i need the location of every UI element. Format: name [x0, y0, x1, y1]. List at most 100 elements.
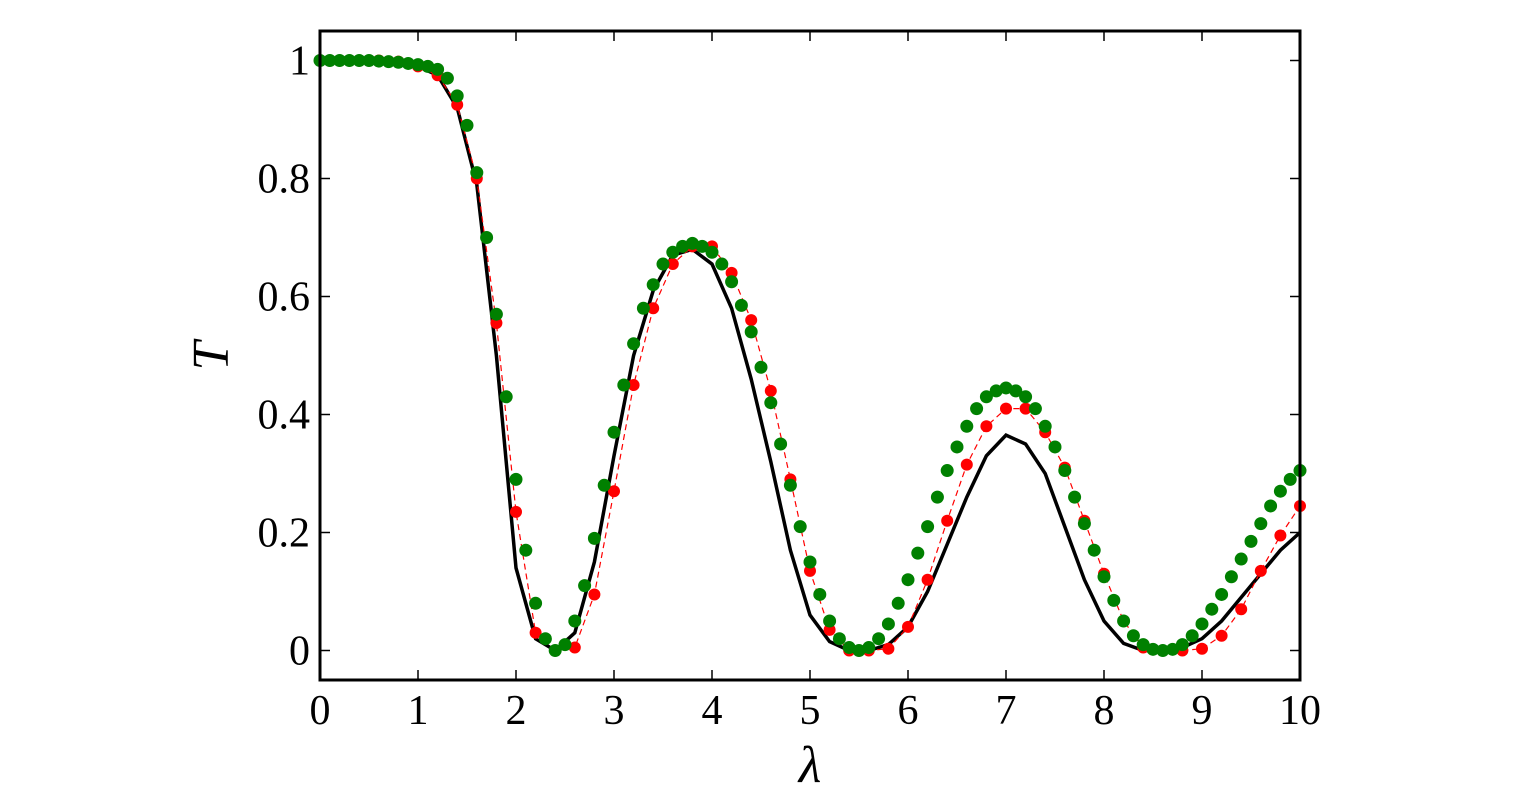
- data-point: [911, 546, 925, 560]
- y-tick-label: 0.4: [258, 393, 311, 439]
- data-point: [548, 644, 562, 657]
- data-point: [391, 55, 405, 69]
- data-point: [1166, 642, 1180, 656]
- x-axis-label: λ: [797, 737, 822, 790]
- data-point: [1058, 464, 1072, 478]
- y-tick-label: 0.6: [258, 275, 311, 321]
- x-tick-label: 5: [800, 688, 821, 734]
- data-point: [627, 379, 640, 391]
- data-point: [529, 626, 542, 639]
- data-point: [764, 396, 778, 410]
- data-point: [1195, 617, 1209, 631]
- data-point: [715, 257, 729, 271]
- data-point: [774, 437, 788, 451]
- data-point: [980, 420, 993, 433]
- data-point: [1117, 614, 1131, 628]
- data-point: [666, 245, 680, 259]
- data-point: [1019, 390, 1033, 404]
- data-point: [970, 402, 984, 416]
- data-point: [882, 642, 895, 655]
- data-point: [1000, 402, 1012, 415]
- x-tick-label: 3: [604, 688, 625, 734]
- x-tick-label: 0: [310, 688, 331, 734]
- data-point: [1215, 587, 1229, 601]
- data-point: [695, 239, 709, 253]
- x-tick-label: 6: [898, 688, 919, 734]
- data-point: [372, 54, 386, 68]
- x-tick-label: 4: [702, 688, 723, 734]
- data-point: [1264, 499, 1278, 513]
- data-point: [411, 58, 425, 72]
- data-point: [480, 231, 494, 244]
- x-tick-label: 1: [408, 688, 429, 734]
- data-point: [744, 325, 758, 339]
- data-point: [460, 118, 474, 132]
- data-point: [823, 623, 836, 636]
- data-point: [901, 573, 915, 587]
- data-point: [1068, 490, 1082, 504]
- data-point: [588, 588, 601, 601]
- data-point: [1156, 644, 1170, 657]
- data-point: [333, 54, 347, 67]
- data-point: [519, 543, 533, 557]
- data-point: [1136, 638, 1150, 652]
- data-point: [793, 520, 807, 534]
- data-point: [450, 89, 464, 103]
- data-point: [1274, 529, 1287, 542]
- data-point: [1185, 629, 1199, 643]
- data-point: [323, 54, 337, 67]
- x-tick-label: 2: [506, 688, 527, 734]
- data-point: [1077, 517, 1091, 531]
- data-point: [930, 490, 944, 504]
- data-point: [891, 596, 905, 610]
- data-point: [1175, 638, 1189, 652]
- data-point: [1235, 603, 1248, 616]
- data-point: [578, 579, 592, 593]
- data-point: [960, 458, 973, 471]
- data-point: [1254, 564, 1267, 577]
- data-point: [666, 258, 679, 271]
- data-point: [646, 278, 660, 292]
- data-point: [685, 236, 699, 250]
- data-point: [1126, 629, 1140, 643]
- data-point: [1097, 570, 1111, 584]
- data-point: [813, 587, 827, 601]
- data-point: [902, 620, 914, 633]
- data-point: [1205, 602, 1219, 616]
- y-tick-label: 1: [289, 39, 310, 85]
- data-point: [608, 485, 620, 498]
- data-point: [803, 555, 817, 569]
- data-point: [431, 62, 445, 76]
- data-point: [352, 54, 366, 67]
- data-point: [941, 514, 954, 527]
- y-axis-label: T: [183, 338, 240, 370]
- data-point: [529, 596, 543, 610]
- data-point: [842, 641, 856, 655]
- data-point: [362, 54, 376, 67]
- data-point: [950, 440, 964, 454]
- data-point: [1215, 629, 1228, 642]
- data-point: [764, 384, 777, 397]
- x-tick-label: 8: [1094, 688, 1115, 734]
- data-point: [852, 644, 866, 657]
- data-point: [960, 419, 974, 433]
- data-point: [1019, 402, 1032, 415]
- data-point: [705, 245, 719, 259]
- data-point: [999, 381, 1013, 395]
- data-point: [989, 384, 1003, 398]
- data-point: [382, 55, 396, 69]
- x-tick-label: 10: [1279, 688, 1321, 734]
- data-point: [1146, 642, 1160, 656]
- data-point: [872, 632, 886, 646]
- data-point: [647, 302, 660, 315]
- data-point: [421, 59, 435, 73]
- data-point: [1028, 402, 1042, 416]
- data-point: [1244, 534, 1258, 548]
- data-point: [401, 56, 415, 70]
- data-point: [823, 614, 837, 628]
- data-point: [510, 505, 522, 518]
- data-point: [832, 632, 846, 646]
- data-point: [490, 317, 503, 330]
- data-point: [804, 564, 816, 577]
- data-point: [940, 464, 954, 478]
